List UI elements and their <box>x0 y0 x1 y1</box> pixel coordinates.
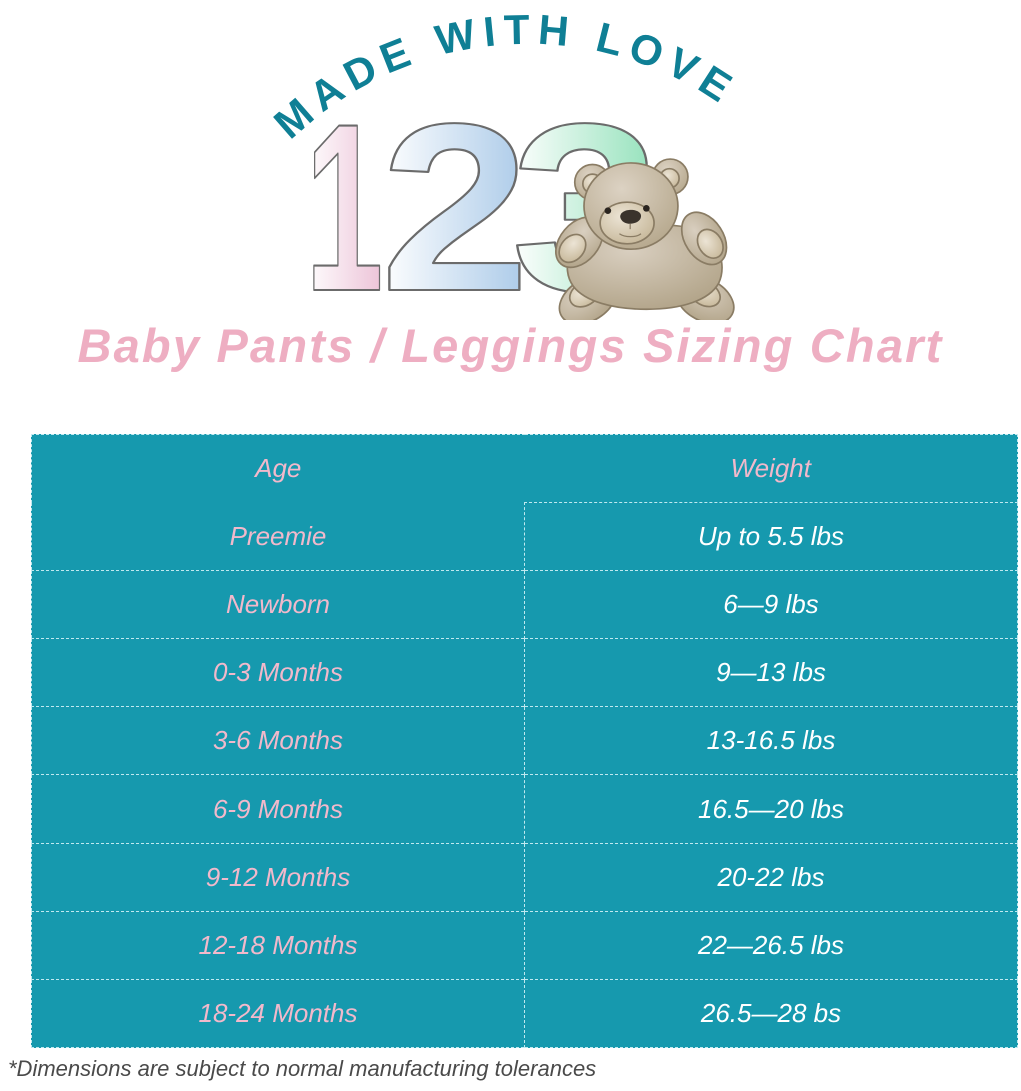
svg-text:1: 1 <box>305 73 383 320</box>
svg-text:2: 2 <box>380 74 530 320</box>
